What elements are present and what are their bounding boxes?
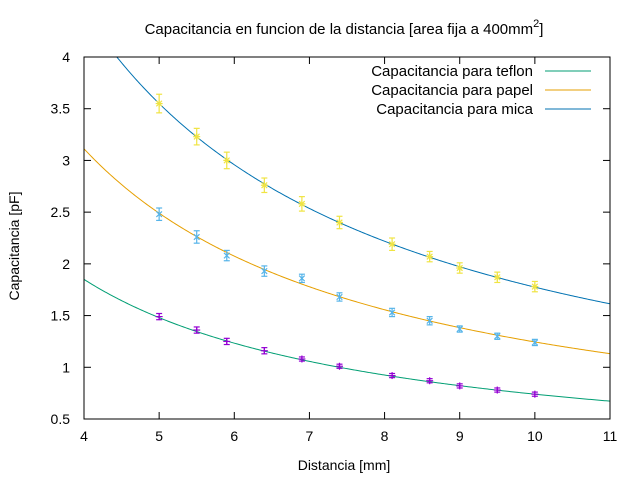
y-tick-label: 4 [62,49,70,65]
data-point [223,156,231,164]
marker-d2 [223,252,230,259]
axis-ticks: 4 5 6 7 8 9 10 11 0.5 1 1.5 2 2.5 3 3.5 4 [51,49,618,444]
y-tick-label: 1.5 [51,308,71,324]
data-point [261,267,268,275]
data-point [388,309,396,316]
data-point [531,339,539,346]
data-point [456,325,463,333]
data-point [260,181,268,189]
marker-d2 [426,253,433,260]
legend: Capacitancia para teflon Capacitancia par… [371,63,591,118]
marker-d2 [388,309,396,316]
legend-label-3: Capacitancia para mica [376,101,533,118]
data-point [260,347,268,355]
legend-label-2: Capacitancia para papel [371,82,533,99]
data-point [493,273,501,281]
marker-d2 [336,293,343,301]
chart-title-text: Capacitancia en funcion de la distancia … [145,18,544,38]
data-point [456,382,464,390]
marker-d2 [261,267,268,275]
chart-title: Capacitancia en funcion de la distancia … [145,18,544,38]
marker-d2 [456,325,463,333]
data-point [493,386,501,394]
marker-d2 [336,219,343,226]
data-point [388,240,396,248]
data-point [155,210,163,218]
fit-curve-2 [83,148,611,355]
y-tick-label: 3.5 [51,101,71,117]
legend-label-1: Capacitancia para teflon [371,63,533,80]
data-point [426,317,433,324]
marker-d2 [531,339,539,346]
data-point [388,372,396,380]
data-point [494,333,501,340]
data-point [335,218,343,226]
y-tick-label: 2.5 [51,204,71,220]
measurement-series-1 [155,312,539,398]
y-tick-label: 0.5 [51,411,71,427]
data-point [193,326,201,334]
y-tick-label: 1 [62,359,70,375]
marker-d2 [426,317,433,324]
marker-d2 [456,264,463,272]
measurement-series-3 [155,93,539,293]
data-point [426,253,434,261]
data-point [336,293,343,301]
x-tick-label: 5 [155,428,163,444]
data-point [426,377,434,385]
measurement-series-2 [155,207,539,347]
marker-d2 [155,210,163,218]
x-tick-label: 7 [306,428,314,444]
fit-curve-1 [83,278,611,402]
y-tick-label: 3 [62,152,70,168]
marker-d2 [193,233,200,241]
data-point [155,313,163,321]
chart-title-suffix: ] [539,21,543,38]
marker-d2 [388,240,396,248]
data-points [155,93,539,398]
data-point [298,275,306,282]
x-axis-label: Distancia [mm] [298,457,391,473]
marker-d2 [261,182,268,189]
y-axis-label: Capacitancia [pF] [6,192,22,301]
data-point [298,200,306,208]
data-point [193,233,200,241]
data-point [531,390,539,398]
x-tick-label: 11 [603,428,618,444]
x-tick-label: 6 [230,428,238,444]
marker-d2 [223,157,230,164]
marker-d2 [155,100,163,107]
data-point [223,337,231,345]
fit-curve-3 [116,56,611,305]
chart-title-main: Capacitancia en funcion de la distancia … [145,21,534,38]
data-point [223,252,230,259]
x-tick-label: 8 [381,428,389,444]
x-tick-label: 10 [527,428,543,444]
marker-d2 [298,200,306,208]
marker-d2 [494,333,501,340]
plot-frame [83,56,611,420]
data-point [531,283,539,291]
marker-d2 [298,275,306,282]
data-point [298,355,306,363]
data-point [335,362,343,370]
data-point [193,133,201,141]
chart-title-superscript: 2 [533,18,539,30]
data-point [155,100,163,108]
x-tick-label: 9 [456,428,464,444]
marker-d2 [494,274,501,281]
data-point [456,264,464,272]
marker-d2 [193,133,200,140]
x-tick-label: 4 [80,428,88,444]
marker-d2 [531,283,539,290]
y-tick-label: 2 [62,256,70,272]
